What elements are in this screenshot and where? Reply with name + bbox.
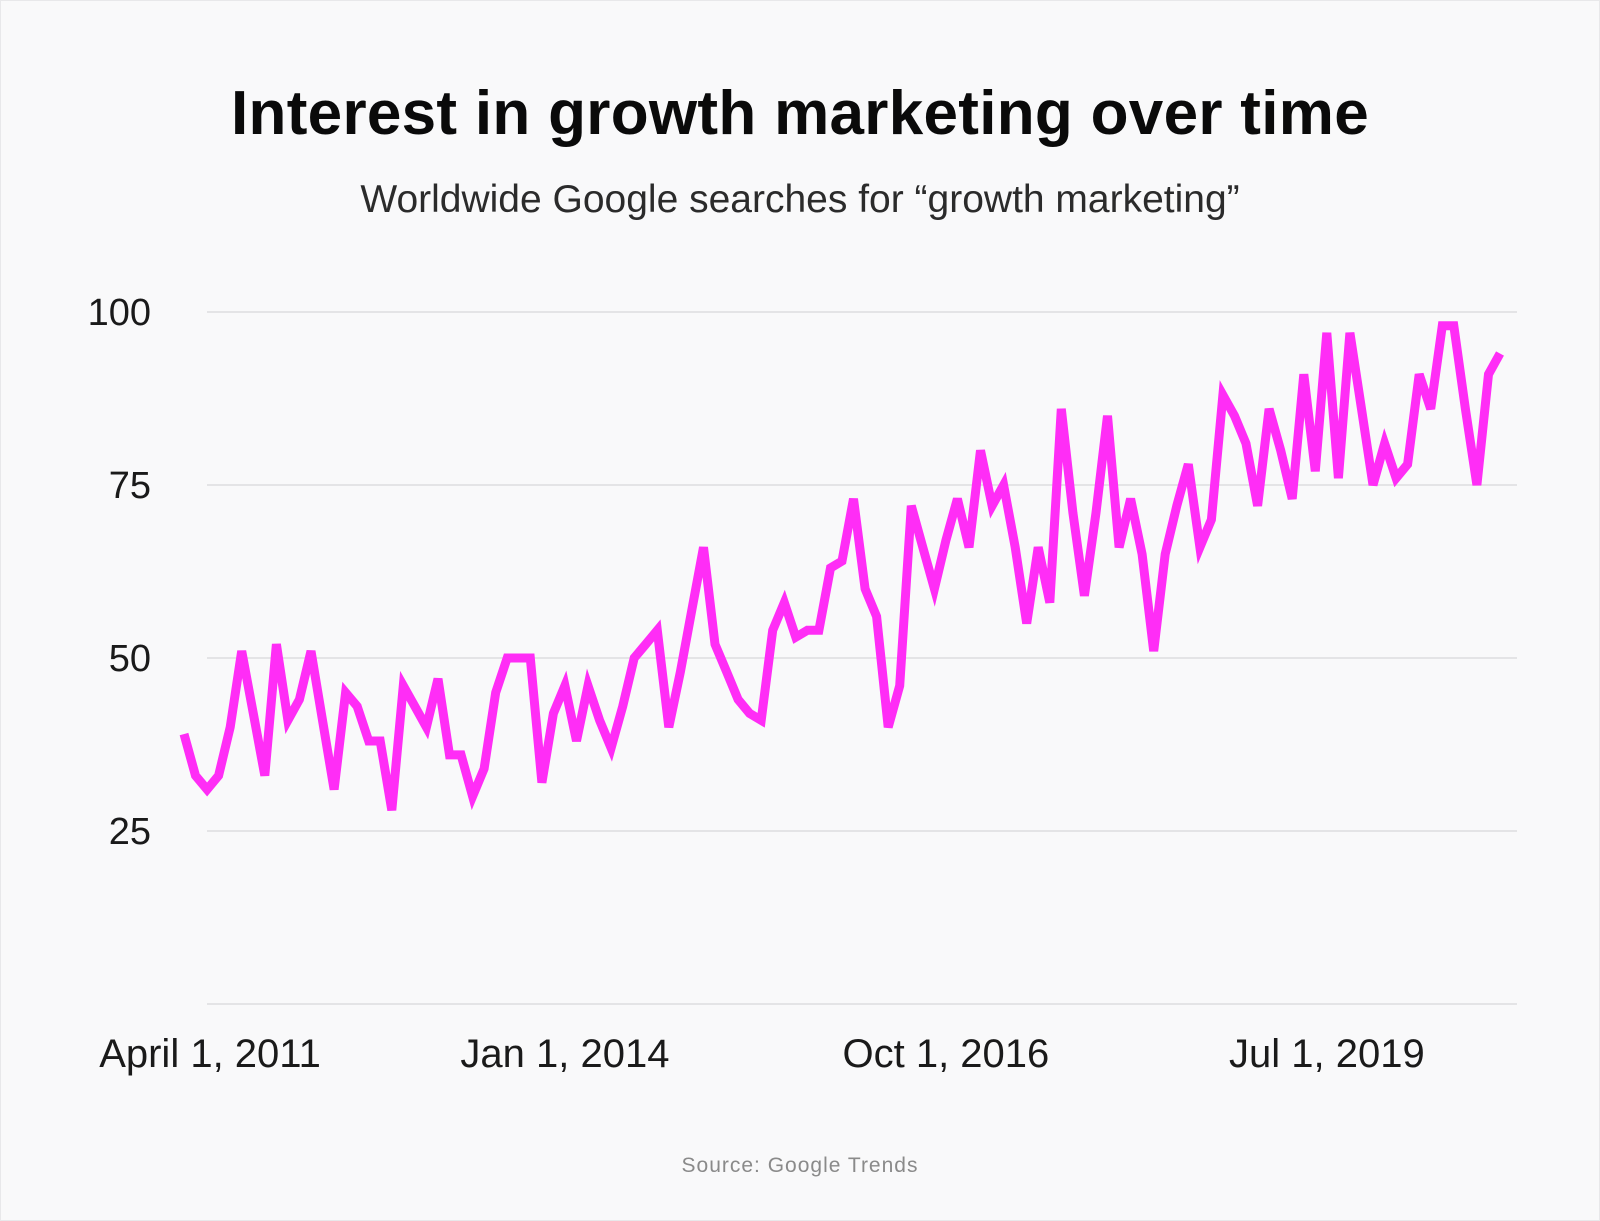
- y-tick-label: 50: [109, 638, 151, 680]
- series-line-growth-marketing: [179, 321, 1504, 811]
- x-tick-label: Oct 1, 2016: [842, 1032, 1049, 1076]
- y-tick-label: 100: [88, 292, 151, 334]
- source-note: Source: Google Trends: [681, 1154, 919, 1177]
- x-axis: April 1, 2011 Jan 1, 2014 Oct 1, 2016 Jul 1…: [99, 1032, 1425, 1076]
- y-tick-label: 75: [109, 465, 151, 507]
- x-tick-label: Jul 1, 2019: [1229, 1032, 1425, 1076]
- chart-title: Interest in growth marketing over time: [231, 79, 1369, 148]
- series-layer: [179, 321, 1504, 811]
- chart-subtitle: Worldwide Google searches for “growth ma…: [360, 178, 1240, 221]
- x-tick-label: Jan 1, 2014: [460, 1032, 669, 1076]
- gridlines: [207, 311, 1517, 1005]
- y-tick-label: 25: [109, 811, 151, 853]
- y-axis: 25 50 75 100: [88, 292, 151, 853]
- x-tick-label: April 1, 2011: [99, 1032, 321, 1076]
